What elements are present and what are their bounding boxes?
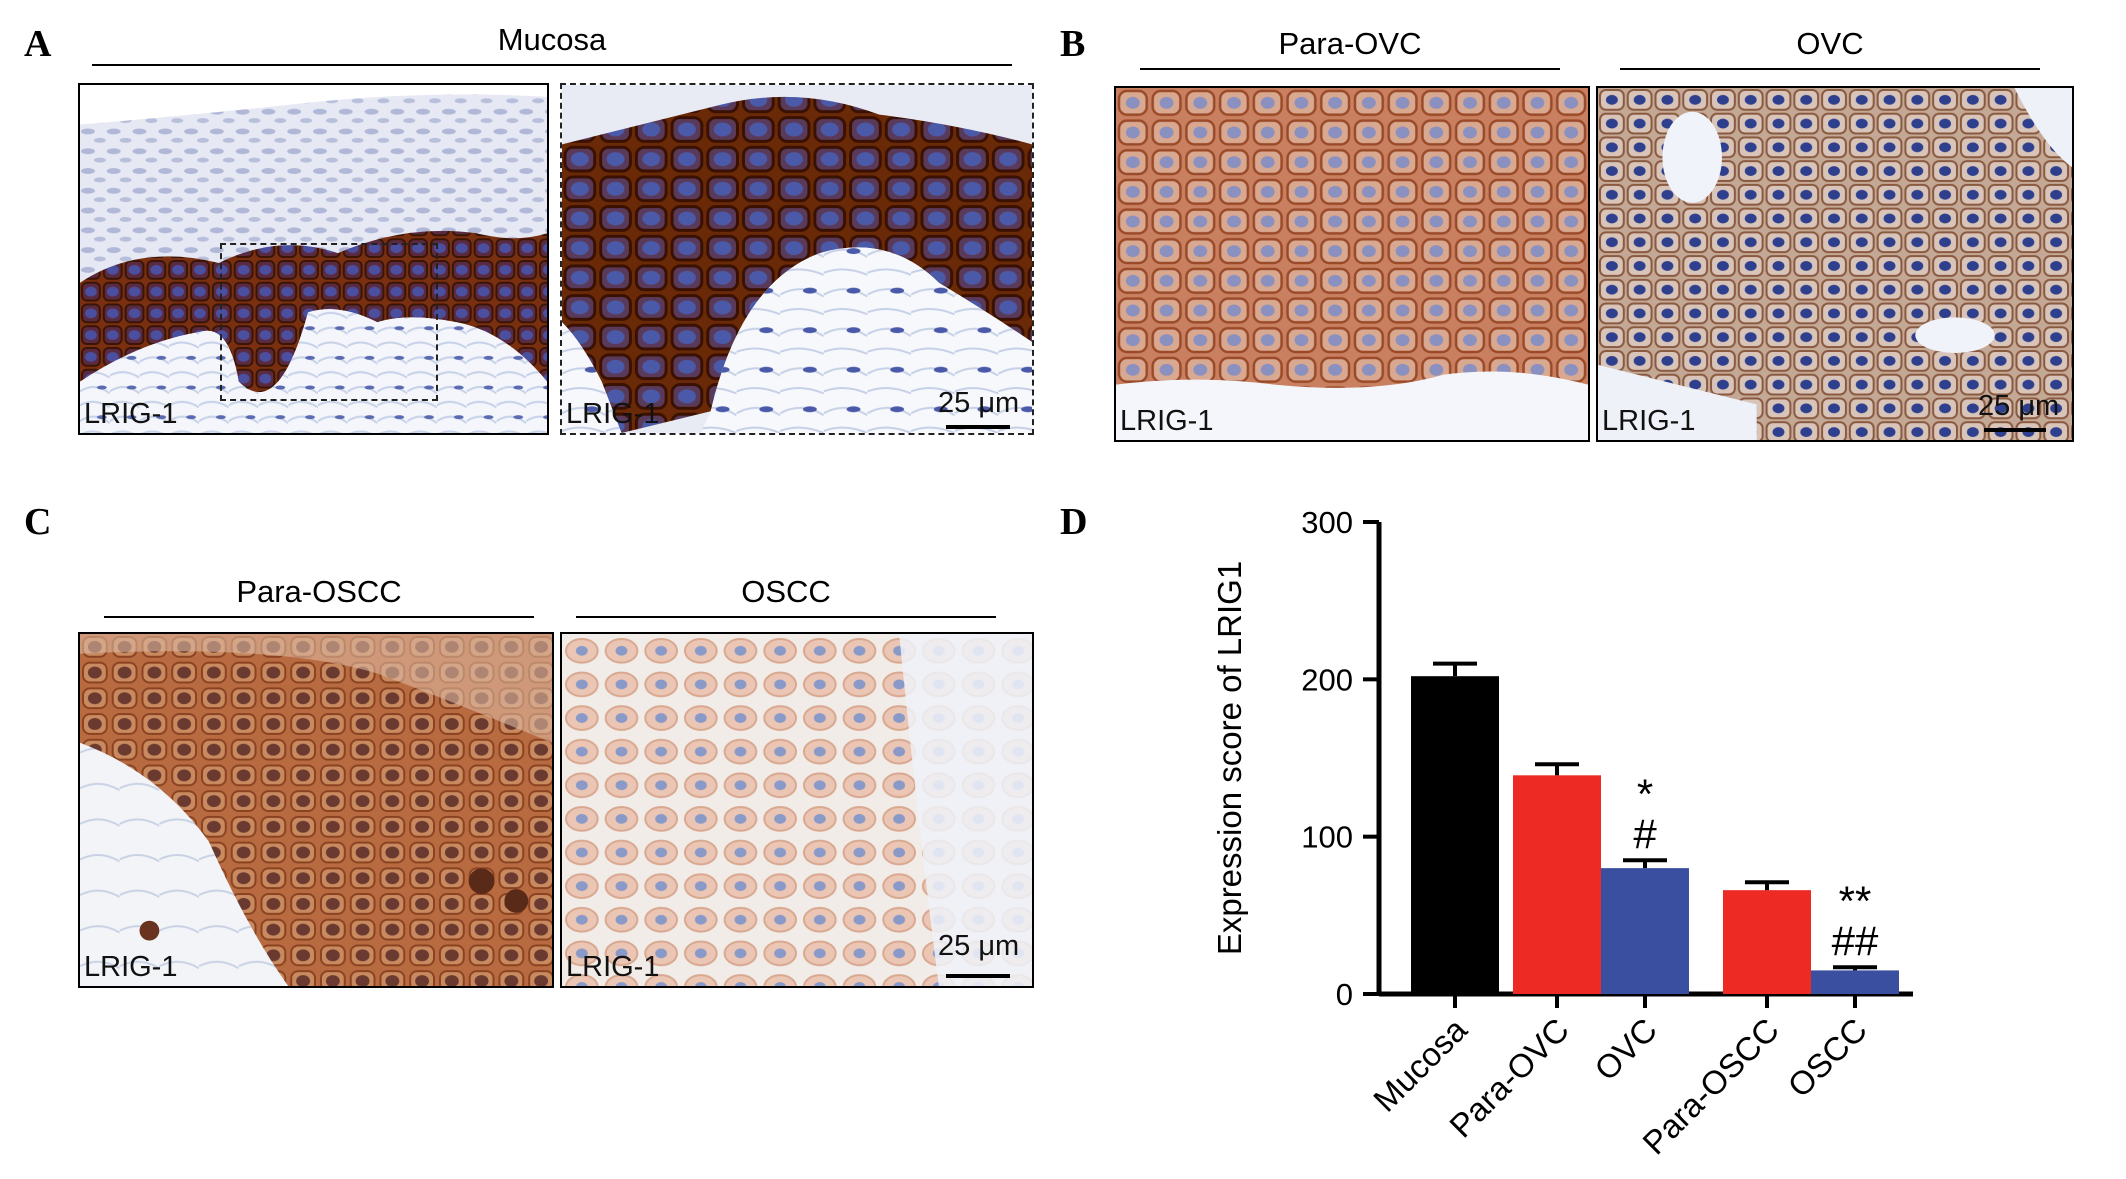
scale-bar: [946, 974, 1010, 978]
significance-mark: #: [1633, 810, 1657, 857]
y-axis-label: Expression score of LRIG1: [1211, 561, 1248, 955]
micrograph-label: LRIG-1: [1120, 405, 1214, 437]
micrograph-label: LRIG-1: [566, 951, 660, 983]
x-tick-label: OSCC: [1780, 1011, 1874, 1105]
panel-letter-d: D: [1060, 501, 1088, 543]
zoom-region-box: [220, 243, 438, 401]
scale-bar-label: 25 μm: [1978, 390, 2060, 422]
significance-mark: *: [1637, 770, 1653, 817]
group-line-oscc: [576, 616, 996, 618]
scale-bar: [1984, 428, 2046, 432]
micrograph-para-oscc: LRIG-1: [78, 632, 554, 988]
y-tick-label: 200: [1301, 662, 1353, 697]
group-label-para-ovc: Para-OVC: [1278, 26, 1422, 61]
scale-bar-label: 25 μm: [938, 930, 1020, 962]
bar-para-oscc: [1723, 890, 1811, 994]
bar-chart-lrig1: 0 100 200 300 Expression score of LRIG1 Mucos…: [1195, 480, 1995, 1174]
group-label-mucosa: Mucosa: [497, 22, 607, 57]
x-tick-label: OVC: [1587, 1011, 1664, 1088]
panel-letter-c: C: [24, 501, 52, 543]
group-label-oscc: OSCC: [741, 574, 831, 609]
group-line-para-ovc: [1140, 68, 1560, 70]
y-tick-label: 100: [1301, 820, 1353, 855]
micrograph-ovc: LRIG-1 25 μm: [1596, 86, 2074, 442]
significance-mark: **: [1839, 877, 1872, 924]
bar-oscc: [1811, 970, 1899, 994]
bar-ovc: [1601, 868, 1689, 994]
bar-para-ovc: [1513, 775, 1601, 994]
group-label-para-oscc: Para-OSCC: [236, 574, 402, 609]
group-line-para-oscc: [104, 616, 534, 618]
micrograph-label: LRIG-1: [84, 398, 178, 430]
micrograph-label: LRIG-1: [84, 951, 178, 983]
scale-bar-label: 25 μm: [938, 387, 1020, 419]
group-line-ovc: [1620, 68, 2040, 70]
micrograph-para-ovc: LRIG-1: [1114, 86, 1590, 442]
bar-mucosa: [1411, 676, 1499, 994]
significance-mark: ##: [1832, 917, 1879, 964]
micrograph-oscc: LRIG-1 25 μm: [560, 632, 1034, 988]
micrograph-mucosa: LRIG-1: [78, 83, 549, 435]
micrograph-mucosa-zoom: LRIG-1 25 μm: [560, 83, 1034, 435]
group-line-mucosa: [92, 64, 1012, 66]
scale-bar: [946, 425, 1010, 429]
panel-letter-b: B: [1060, 23, 1086, 65]
y-tick-label: 300: [1301, 505, 1353, 540]
y-tick-label: 0: [1336, 977, 1353, 1012]
group-label-ovc: OVC: [1796, 26, 1864, 61]
panel-letter-a: A: [24, 23, 52, 65]
micrograph-label: LRIG-1: [566, 398, 660, 430]
micrograph-label: LRIG-1: [1602, 405, 1696, 437]
